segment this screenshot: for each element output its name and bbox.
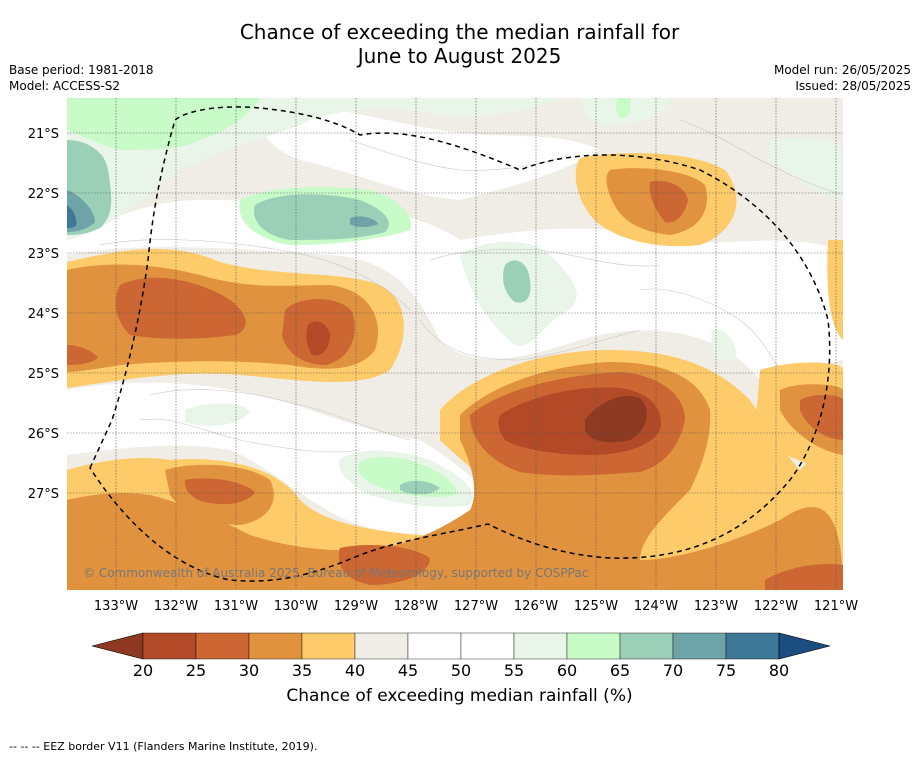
region-65-70-south xyxy=(400,480,440,495)
lat-label: 26°S xyxy=(28,427,59,442)
lon-label: 123°W xyxy=(694,599,738,614)
colorbar-tick-label: 55 xyxy=(504,661,524,680)
region-near-median-north xyxy=(257,100,600,200)
region-60-65-north xyxy=(67,98,260,150)
meta-right: Model run: 26/05/2025 Issued: 28/05/2025 xyxy=(774,62,911,94)
colorbar-segment xyxy=(513,632,568,660)
lat-labels: 21°S 22°S 23°S 24°S 25°S 26°S 27°S xyxy=(28,127,59,502)
colorbar-tick-label: 70 xyxy=(663,661,683,680)
colorbar-segment xyxy=(195,632,250,660)
eez-footnote: -- -- -- EEZ border V11 (Flanders Marine… xyxy=(9,740,318,753)
issued-date: Issued: 28/05/2025 xyxy=(795,79,911,93)
colorbar: 20 25 30 35 40 45 50 55 60 65 70 75 80 xyxy=(91,632,831,680)
region-55-60-southwest xyxy=(185,403,250,426)
colorbar-segment xyxy=(301,632,356,660)
lon-label: 122°W xyxy=(754,599,798,614)
model-run: Model run: 26/05/2025 xyxy=(773,63,911,77)
copyright-note: © Commonwealth of Australia 2025, Bureau… xyxy=(83,566,588,580)
region-35-40-east xyxy=(827,240,843,340)
region-60-65-blob xyxy=(615,98,631,119)
lat-label: 27°S xyxy=(28,487,59,502)
colorbar-tick-label: 75 xyxy=(716,661,736,680)
region-25-30-southwest xyxy=(184,478,255,505)
colorbar-segment xyxy=(460,632,515,660)
region-70-75-centre xyxy=(350,216,378,227)
region-25-30-northeast xyxy=(649,180,688,223)
colorbar-segment xyxy=(566,632,621,660)
lat-label: 22°S xyxy=(28,187,59,202)
colorbar-tick-label: 50 xyxy=(451,661,471,680)
colorbar-tick-label: 20 xyxy=(133,661,153,680)
region-below-20-southeast xyxy=(585,396,647,443)
lon-label: 125°W xyxy=(574,599,618,614)
colorbar-tick-label: 25 xyxy=(186,661,206,680)
region-25-30-east xyxy=(800,395,843,440)
lon-label: 133°W xyxy=(94,599,138,614)
colorbar-under-arrow xyxy=(91,632,144,660)
lon-labels: 133°W 132°W 131°W 130°W 129°W 128°W 127°… xyxy=(94,599,858,614)
region-25-30-west xyxy=(115,277,246,339)
region-25-30-southeast-corner xyxy=(765,563,843,590)
lon-label: 128°W xyxy=(394,599,438,614)
region-75-80-west xyxy=(67,205,77,228)
lat-label: 23°S xyxy=(28,247,59,262)
lon-label: 130°W xyxy=(274,599,318,614)
model-name: Model: ACCESS-S2 xyxy=(9,79,121,93)
colorbar-tick-label: 40 xyxy=(345,661,365,680)
colorbar-tick-label: 65 xyxy=(610,661,630,680)
colorbar-tick-label: 80 xyxy=(769,661,789,680)
colorbar-segment xyxy=(725,632,780,660)
map-plot-area[interactable]: © Commonwealth of Australia 2025, Bureau… xyxy=(67,98,843,590)
colorbar-tick-label: 30 xyxy=(239,661,259,680)
lon-label: 129°W xyxy=(334,599,378,614)
region-65-70-centre xyxy=(254,194,389,240)
lon-label: 124°W xyxy=(634,599,678,614)
region-20-25-centre xyxy=(306,321,330,356)
colorbar-tick-label: 60 xyxy=(557,661,577,680)
chart-title: Chance of exceeding the median rainfall … xyxy=(0,20,919,68)
region-near-median xyxy=(67,200,843,380)
lon-label: 127°W xyxy=(454,599,498,614)
contour-lines xyxy=(99,119,843,453)
lon-label: 126°W xyxy=(514,599,558,614)
lat-label: 21°S xyxy=(28,127,59,142)
region-25-30-west-edge xyxy=(67,345,98,365)
base-period: Base period: 1981-2018 xyxy=(9,63,154,77)
lat-label: 25°S xyxy=(28,367,59,382)
meta-left: Base period: 1981-2018 Model: ACCESS-S2 xyxy=(9,62,154,94)
region-25-30-south xyxy=(338,545,430,585)
colorbar-over-arrow xyxy=(778,632,831,660)
graticule xyxy=(67,98,843,590)
colorbar-segment xyxy=(248,632,303,660)
lon-label: 132°W xyxy=(154,599,198,614)
colorbar-tick-label: 35 xyxy=(292,661,312,680)
colorbar-segment xyxy=(354,632,409,660)
lat-label: 24°S xyxy=(28,307,59,322)
colorbar-segment xyxy=(142,632,197,660)
region-65-70-east xyxy=(503,260,531,303)
colorbar-tick-label: 45 xyxy=(398,661,418,680)
colorbar-segment xyxy=(672,632,727,660)
eez-border xyxy=(89,106,831,582)
lon-label: 131°W xyxy=(214,599,258,614)
colorbar-label: Chance of exceeding median rainfall (%) xyxy=(286,686,633,706)
lon-label: 121°W xyxy=(814,599,858,614)
colorbar-segment xyxy=(619,632,674,660)
colorbar-segment xyxy=(407,632,462,660)
title-line-1: Chance of exceeding the median rainfall … xyxy=(239,20,680,44)
region-55-60-east xyxy=(770,138,843,200)
region-55-60-small xyxy=(711,329,736,362)
title-line-2: June to August 2025 xyxy=(357,44,562,68)
